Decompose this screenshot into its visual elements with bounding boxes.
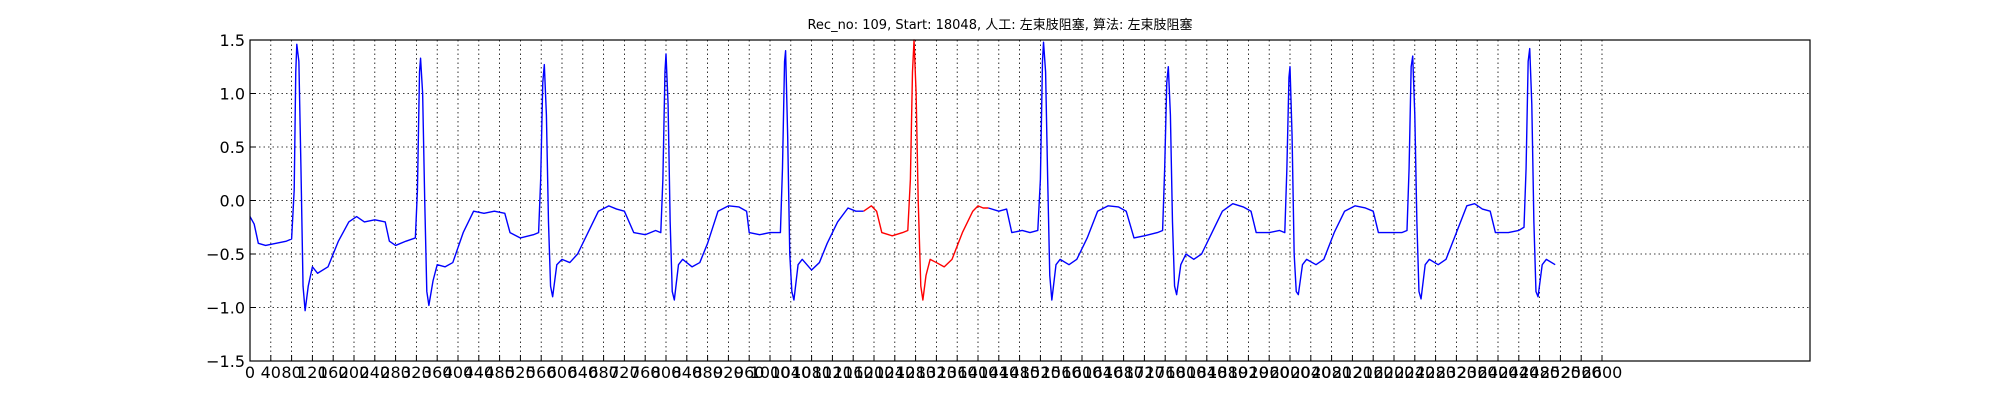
x-tick-label: 2040 <box>1290 363 1331 382</box>
x-tick-label: 880 <box>692 363 723 382</box>
x-tick-label: 1840 <box>1186 363 1227 382</box>
x-tick-label: 1640 <box>1082 363 1123 382</box>
x-tick-label: 120 <box>297 363 328 382</box>
x-tick-label: 560 <box>526 363 557 382</box>
x-tick-label: 1880 <box>1207 363 1248 382</box>
x-tick-label: 2240 <box>1394 363 1435 382</box>
x-tick-label: 1120 <box>812 363 853 382</box>
x-tick-label: 1520 <box>1020 363 1061 382</box>
x-tick-label: 2280 <box>1415 363 1456 382</box>
x-tick-label: 2600 <box>1582 363 1623 382</box>
x-tick-label: 2520 <box>1540 363 1581 382</box>
x-tick-label: 1280 <box>895 363 936 382</box>
x-tick-label: 1040 <box>770 363 811 382</box>
y-tick-label: −0.5 <box>206 245 245 264</box>
series-lines <box>249 39 1556 312</box>
x-tick-label: 2200 <box>1374 363 1415 382</box>
x-tick-label: 1000 <box>750 363 791 382</box>
x-tick-label: 1200 <box>854 363 895 382</box>
x-tick-label: 160 <box>318 363 349 382</box>
x-tick-label: 2360 <box>1457 363 1498 382</box>
x-tick-label: 2320 <box>1436 363 1477 382</box>
x-tick-label: 0 <box>245 363 255 382</box>
chart-title: Rec_no: 109, Start: 18048, 人工: 左束肢阻塞, 算法… <box>807 17 1192 33</box>
x-tick-label: 1680 <box>1103 363 1144 382</box>
x-tick-label: 480 <box>484 363 515 382</box>
x-tick-label: 1320 <box>916 363 957 382</box>
x-tick-label: 960 <box>734 363 765 382</box>
x-tick-label: 1360 <box>937 363 978 382</box>
x-tick-label: 200 <box>339 363 370 382</box>
x-tick-label: 2400 <box>1478 363 1519 382</box>
x-tick-label: 1760 <box>1145 363 1186 382</box>
y-tick-label: 1.0 <box>220 85 245 104</box>
x-tick-label: 640 <box>568 363 599 382</box>
x-tick-label: 2560 <box>1561 363 1602 382</box>
x-tick-label: 80 <box>281 363 301 382</box>
x-tick-label: 1400 <box>958 363 999 382</box>
x-tick-label: 1080 <box>791 363 832 382</box>
x-tick-label: 2080 <box>1311 363 1352 382</box>
y-axis-ticks: 1.5 1.0 0.5 0.0 −0.5 −1.0 −1.5 <box>206 31 256 371</box>
x-tick-label: 800 <box>651 363 682 382</box>
x-tick-label: 840 <box>672 363 703 382</box>
x-tick-label: 920 <box>713 363 744 382</box>
x-tick-label: 320 <box>401 363 432 382</box>
x-tick-label: 1560 <box>1041 363 1082 382</box>
x-tick-label: 1720 <box>1124 363 1165 382</box>
x-tick-label: 680 <box>588 363 619 382</box>
x-tick-label: 1920 <box>1228 363 1269 382</box>
x-tick-label: 1800 <box>1166 363 1207 382</box>
x-tick-label: 1960 <box>1249 363 1290 382</box>
y-tick-label: 0.5 <box>220 138 245 157</box>
x-tick-label: 1600 <box>1062 363 1103 382</box>
x-tick-label: 2160 <box>1353 363 1394 382</box>
x-tick-label: 2440 <box>1498 363 1539 382</box>
y-tick-label: 0.0 <box>220 192 245 211</box>
grid <box>249 39 1810 362</box>
x-tick-label: 40 <box>261 363 281 382</box>
x-tick-label: 240 <box>360 363 391 382</box>
x-tick-label: 1240 <box>874 363 915 382</box>
x-tick-label: 1440 <box>978 363 1019 382</box>
x-tick-label: 520 <box>505 363 536 382</box>
x-tick-label: 440 <box>464 363 495 382</box>
x-tick-label: 280 <box>380 363 411 382</box>
x-tick-label: 720 <box>609 363 640 382</box>
x-axis-ticks: 0 40 8012016020024028032036040044048052056… <box>245 355 1622 382</box>
x-tick-label: 600 <box>547 363 578 382</box>
x-tick-label: 400 <box>443 363 474 382</box>
x-tick-label: 760 <box>630 363 661 382</box>
x-tick-label: 1160 <box>833 363 874 382</box>
x-tick-label: 2000 <box>1270 363 1311 382</box>
x-tick-label: 2120 <box>1332 363 1373 382</box>
x-tick-label: 1480 <box>999 363 1040 382</box>
ecg-series-segment-1 <box>249 43 864 312</box>
y-tick-label: 1.5 <box>220 31 245 50</box>
x-tick-label: 2480 <box>1519 363 1560 382</box>
ecg-series-segment-3 <box>988 41 1556 301</box>
y-tick-label: −1.5 <box>206 352 245 371</box>
ecg-series-segment-2 <box>863 39 989 301</box>
x-tick-label: 360 <box>422 363 453 382</box>
y-tick-label: −1.0 <box>206 299 245 318</box>
